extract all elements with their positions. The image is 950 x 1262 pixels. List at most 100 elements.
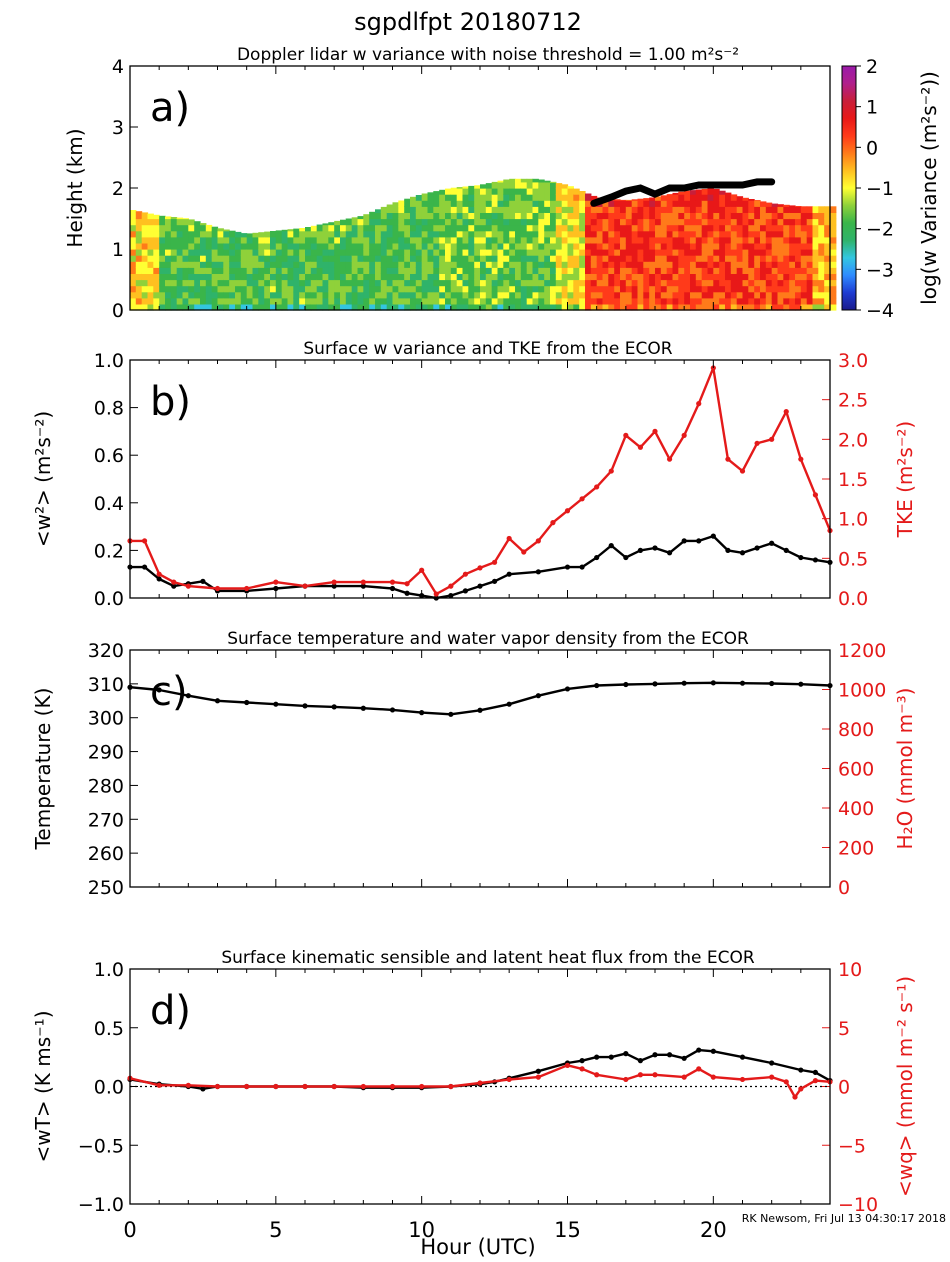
heatmap-cell <box>555 267 563 274</box>
heatmap-cell <box>526 230 534 238</box>
heatmap-cell <box>503 181 510 189</box>
heatmap-cell <box>678 218 685 226</box>
heatmap-cell <box>258 249 265 256</box>
heatmap-cell <box>462 224 469 232</box>
heatmap-cell <box>637 267 644 274</box>
heatmap-cell <box>392 212 399 220</box>
heatmap-cell <box>170 242 178 250</box>
heatmap-cell <box>468 249 475 256</box>
heatmap-cell <box>462 212 469 220</box>
y2-tick-label: −10 <box>838 1194 878 1216</box>
heatmap-cell <box>736 255 744 262</box>
heatmap-cell <box>573 285 580 293</box>
heatmap-cell <box>515 285 522 293</box>
heatmap-cell <box>468 230 475 238</box>
heatmap-cell <box>550 297 557 305</box>
heatmap-cell <box>590 267 598 274</box>
heatmap-cell <box>742 218 749 226</box>
y2-tick-label: 0 <box>838 1077 850 1099</box>
heatmap-cell <box>544 255 551 262</box>
heatmap-cell <box>141 230 149 238</box>
heatmap-cell <box>340 303 347 311</box>
heatmap-cell <box>497 285 504 293</box>
heatmap-cell <box>398 273 405 281</box>
heatmap-cell <box>316 297 324 305</box>
heatmap-cell <box>561 218 569 226</box>
heatmap-cell <box>485 297 493 305</box>
heatmap-cell <box>596 236 604 244</box>
heatmap-cell <box>596 273 604 281</box>
heatmap-cell <box>544 242 551 250</box>
heatmap-cell <box>474 255 481 262</box>
data-point <box>506 1076 512 1083</box>
heatmap-cell <box>345 297 353 305</box>
heatmap-cell <box>567 303 574 311</box>
data-point <box>594 1054 600 1060</box>
heatmap-cell <box>538 285 545 293</box>
heatmap-cell <box>713 200 720 207</box>
heatmap-cell <box>217 228 224 232</box>
heatmap-cell <box>258 285 265 293</box>
heatmap-cell <box>684 279 691 287</box>
heatmap-cell <box>264 261 271 268</box>
heatmap-cell <box>375 285 382 293</box>
heatmap-cell <box>130 210 137 213</box>
heatmap-cell <box>666 200 674 207</box>
heatmap-cell <box>299 303 306 311</box>
heatmap-cell <box>375 255 382 262</box>
heatmap-cell <box>264 297 271 305</box>
heatmap-cell <box>555 242 563 250</box>
heatmap-cell <box>450 206 458 213</box>
heatmap-cell <box>625 255 633 262</box>
heatmap-cell <box>450 212 458 220</box>
heatmap-cell <box>404 242 411 250</box>
heatmap-cell <box>357 249 364 256</box>
heatmap-cell <box>275 242 283 250</box>
heatmap-cell <box>491 297 499 305</box>
heatmap-cell <box>771 255 779 262</box>
heatmap-cell <box>223 255 230 262</box>
heatmap-cell <box>649 291 656 299</box>
data-point <box>477 707 483 713</box>
heatmap-cell <box>252 236 259 244</box>
data-point <box>637 444 644 450</box>
heatmap-cell <box>620 199 627 201</box>
heatmap-cell <box>631 303 639 311</box>
heatmap-cell <box>526 224 534 232</box>
heatmap-cell <box>555 218 563 226</box>
heatmap-cell <box>730 242 738 250</box>
data-point <box>812 557 819 563</box>
panel-d-ylabel: <wT> (K ms⁻¹) <box>31 1010 55 1162</box>
heatmap-cell <box>369 212 376 220</box>
colorbar-tick-label: −1 <box>866 178 894 200</box>
data-point <box>769 540 775 546</box>
heatmap-cell <box>713 291 720 299</box>
heatmap-cell <box>678 236 685 244</box>
heatmap-cell <box>415 285 423 293</box>
heatmap-cell <box>398 261 405 268</box>
heatmap-cell <box>474 185 481 189</box>
heatmap-cell <box>229 236 236 244</box>
heatmap-cell <box>649 267 656 274</box>
heatmap-cell <box>468 303 475 311</box>
heatmap-cell <box>643 291 650 299</box>
panel-c-title: Surface temperature and water vapor dens… <box>227 629 749 649</box>
heatmap-cell <box>421 279 429 287</box>
heatmap-cell <box>182 297 189 305</box>
heatmap-cell <box>760 201 767 207</box>
heatmap-cell <box>579 261 586 268</box>
heatmap-cell <box>474 230 481 238</box>
heatmap-cell <box>433 194 440 201</box>
heatmap-cell <box>491 273 499 281</box>
heatmap-cell <box>526 218 534 226</box>
heatmap-cell <box>742 303 749 311</box>
heatmap-cell <box>421 273 429 281</box>
heatmap-cell <box>707 218 714 226</box>
heatmap-cell <box>590 297 598 305</box>
heatmap-cell <box>141 285 149 293</box>
heatmap-cell <box>544 188 551 195</box>
heatmap-cell <box>573 236 580 244</box>
data-point <box>491 578 498 584</box>
heatmap-cell <box>550 273 557 281</box>
heatmap-cell <box>538 249 545 256</box>
